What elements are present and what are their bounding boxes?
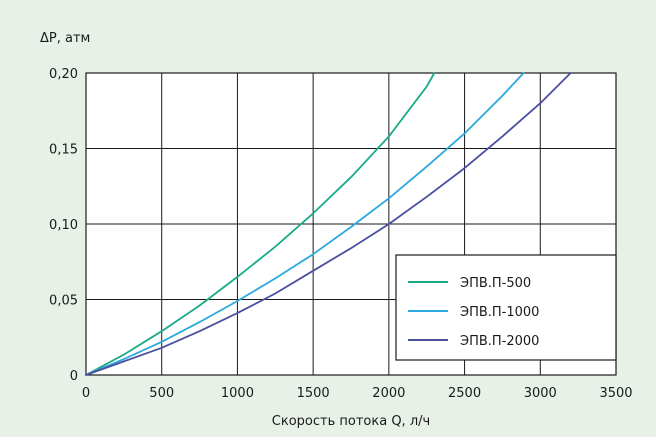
- x-tick-label: 0: [82, 386, 90, 401]
- y-tick-label: 0,15: [49, 143, 78, 158]
- plot-frame: [85, 72, 617, 376]
- y-tick-label: 0,20: [49, 67, 78, 82]
- series-line-1: [85, 72, 436, 376]
- x-tick-label: 500: [149, 386, 174, 401]
- series-line-3: [85, 72, 572, 376]
- legend-box: [395, 254, 617, 361]
- legend-label-2: ЭПВ.П-1000: [460, 305, 539, 320]
- x-tick-label: 2500: [448, 386, 481, 401]
- x-tick-label: 1000: [221, 386, 254, 401]
- x-tick-label: 1500: [297, 386, 330, 401]
- x-tick-label: 2000: [372, 386, 405, 401]
- legend: ЭПВ.П-500 ЭПВ.П-1000 ЭПВ.П-2000: [395, 254, 617, 361]
- y-axis-title: ΔP, атм: [40, 31, 90, 46]
- y-tick-label: 0: [70, 369, 78, 384]
- series-line-2: [85, 72, 525, 376]
- y-tick-label: 0,05: [49, 294, 78, 309]
- x-axis-title: Скорость потока Q, л/ч: [272, 414, 430, 429]
- legend-label-1: ЭПВ.П-500: [460, 276, 531, 291]
- x-tick-label: 3000: [524, 386, 557, 401]
- series-layer: [85, 72, 572, 376]
- x-tick-label: 3500: [599, 386, 632, 401]
- legend-label-3: ЭПВ.П-2000: [460, 334, 539, 349]
- tick-labels: 0 500 1000 1500 2000 2500 3000 3500 0 0,05 0,10 0,1…: [49, 67, 633, 401]
- y-tick-label: 0,10: [49, 218, 78, 233]
